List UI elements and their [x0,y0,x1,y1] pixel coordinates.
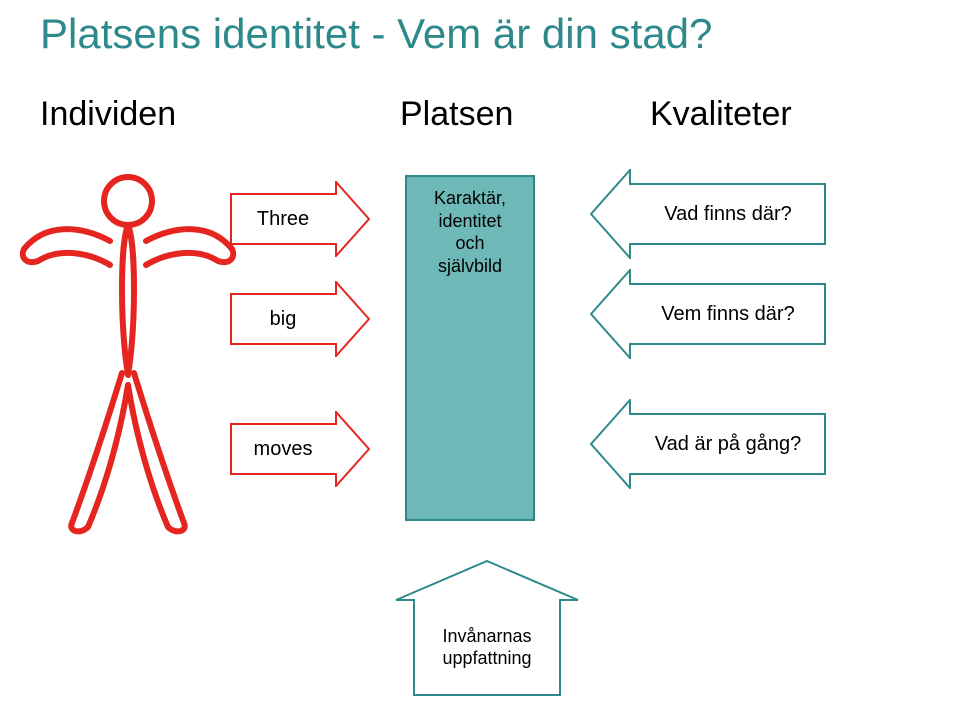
left-arrow-vad-gang: Vad är på gång? [590,399,826,489]
center-box-line4: självbild [407,255,533,278]
col-head-individen: Individen [40,95,176,134]
arrow-label: moves [230,423,336,475]
page-title: Platsens identitet - Vem är din stad? [40,10,920,58]
col-head-platsen: Platsen [400,95,513,134]
arrow-label: Vad finns där? [630,183,826,245]
arrow-label: Vem finns där? [630,283,826,345]
right-arrow-big: big [230,281,370,357]
up-arrow-label: Invånarnasuppfattning [413,600,561,696]
center-box-line2: identitet [407,210,533,233]
center-box: Karaktär, identitet och självbild [405,175,535,521]
arrow-label: Vad är på gång? [630,413,826,475]
right-arrow-three: Three [230,181,370,257]
human-figure-svg [10,165,250,545]
page-title-text: Platsens identitet - Vem är din stad? [40,10,712,57]
center-box-line3: och [407,232,533,255]
arrow-label: big [230,293,336,345]
col-head-kvaliteter: Kvaliteter [650,95,792,134]
human-figure [10,165,250,545]
up-arrow-invanarnas: Invånarnasuppfattning [395,560,579,696]
left-arrow-vad-finns: Vad finns där? [590,169,826,259]
right-arrow-moves: moves [230,411,370,487]
diagram-stage: Platsens identitet - Vem är din stad? In… [0,0,960,722]
center-box-line1: Karaktär, [407,187,533,210]
arrow-label: Three [230,193,336,245]
left-arrow-vem-finns: Vem finns där? [590,269,826,359]
